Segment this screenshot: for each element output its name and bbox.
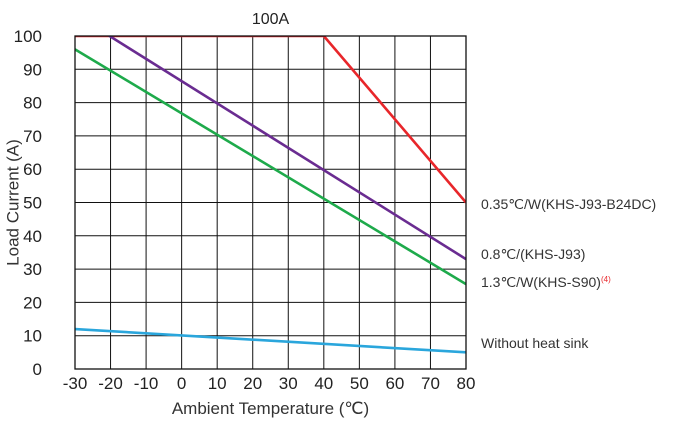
x-tick-label: 50 bbox=[350, 374, 369, 393]
x-tick-label: 60 bbox=[385, 374, 404, 393]
y-tick-label: 20 bbox=[23, 293, 42, 312]
plot-frame bbox=[74, 35, 467, 370]
x-tick-label: -10 bbox=[134, 374, 159, 393]
series-label-3: Without heat sink bbox=[481, 335, 589, 351]
y-tick-label: 70 bbox=[23, 127, 42, 146]
series-label-text: 0.8℃/(KHS-J93) bbox=[481, 246, 585, 262]
y-tick-label: 100 bbox=[14, 27, 42, 46]
x-tick-label: 80 bbox=[457, 374, 476, 393]
series-line-1 bbox=[107, 36, 466, 261]
x-tick-label: 70 bbox=[421, 374, 440, 393]
y-axis-title: Load Current (A) bbox=[3, 139, 22, 266]
series-lines bbox=[75, 36, 466, 354]
series-label-text: Without heat sink bbox=[481, 335, 589, 351]
series-line-0 bbox=[75, 36, 466, 204]
series-label-text: 1.3℃/W(KHS-S90) bbox=[481, 274, 601, 290]
y-tick-label: 30 bbox=[23, 260, 42, 279]
x-tick-label: 40 bbox=[314, 374, 333, 393]
series-line-3 bbox=[75, 327, 466, 354]
y-tick-label: 50 bbox=[23, 194, 42, 213]
series-labels: 0.35℃/W(KHS-J93-B24DC) 0.8℃/(KHS-J93) 1.3℃… bbox=[481, 196, 656, 351]
series-label-0: 0.35℃/W(KHS-J93-B24DC) bbox=[481, 196, 656, 212]
tick-labels: -30 -20 -10 0 10 20 30 40 50 60 70 80 0 10 20 30 40 50 60 7… bbox=[14, 27, 476, 393]
series-note: (4) bbox=[601, 275, 611, 284]
series-label-text: 0.35℃/W(KHS-J93-B24DC) bbox=[481, 196, 656, 212]
x-tick-label: 10 bbox=[208, 374, 227, 393]
x-tick-label: 0 bbox=[177, 374, 186, 393]
series-label-1: 0.8℃/(KHS-J93) bbox=[481, 246, 585, 262]
y-tick-label: 0 bbox=[33, 360, 42, 379]
x-tick-label: 20 bbox=[243, 374, 262, 393]
y-tick-label: 90 bbox=[23, 60, 42, 79]
series-label-2: 1.3℃/W(KHS-S90)(4) bbox=[481, 274, 611, 290]
y-tick-label: 40 bbox=[23, 227, 42, 246]
series-line-2 bbox=[75, 48, 466, 286]
y-tick-label: 80 bbox=[23, 94, 42, 113]
x-tick-label: -20 bbox=[98, 374, 123, 393]
y-tick-label: 10 bbox=[23, 327, 42, 346]
chart-title: 100A bbox=[252, 11, 290, 28]
x-tick-label: 30 bbox=[279, 374, 298, 393]
x-axis-title: Ambient Temperature (℃) bbox=[172, 399, 369, 418]
y-tick-label: 60 bbox=[23, 160, 42, 179]
x-tick-label: -30 bbox=[63, 374, 88, 393]
